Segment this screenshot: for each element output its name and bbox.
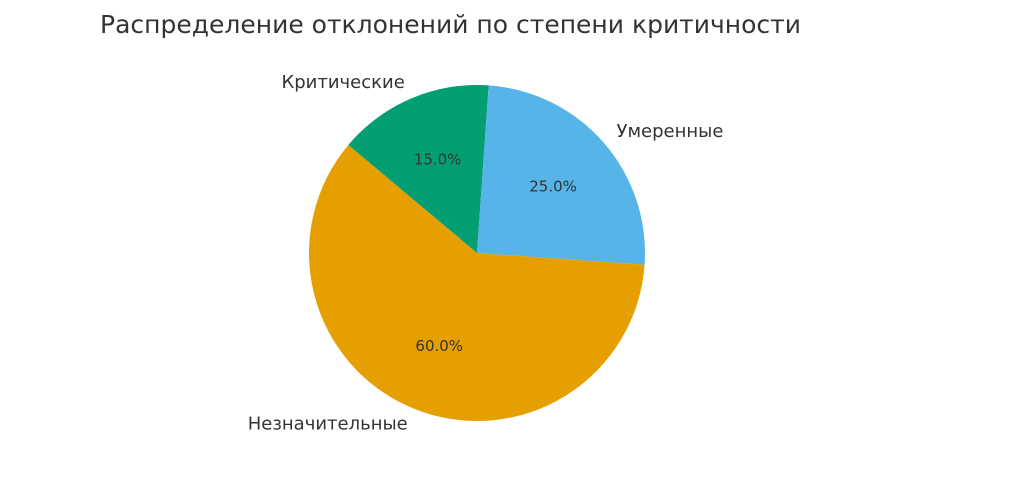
percent-label: 15.0% bbox=[414, 151, 462, 169]
percent-label: 25.0% bbox=[529, 177, 577, 195]
percent-label: 60.0% bbox=[415, 337, 463, 355]
slice-label: Незначительные bbox=[248, 413, 408, 434]
pie-slice bbox=[309, 145, 645, 421]
slice-label: Критические bbox=[281, 72, 404, 93]
slice-label: Умеренные bbox=[616, 121, 723, 142]
pie-slice bbox=[477, 85, 645, 265]
pie-slice bbox=[348, 85, 489, 253]
chart-title: Распределение отклонений по степени крит… bbox=[100, 10, 801, 39]
